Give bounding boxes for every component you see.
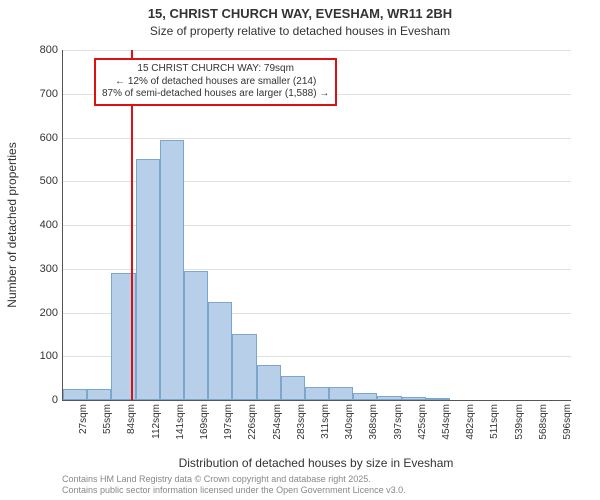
histogram-bar	[160, 140, 184, 400]
x-tick: 397sqm	[393, 404, 404, 440]
y-tick: 500	[36, 175, 58, 187]
histogram-bar	[208, 302, 232, 400]
histogram-bar	[353, 393, 377, 400]
annotation-line: 15 CHRIST CHURCH WAY: 79sqm	[102, 63, 329, 76]
histogram-bar	[87, 389, 111, 400]
annotation-line: ← 12% of detached houses are smaller (21…	[102, 76, 329, 89]
gridline	[63, 138, 571, 139]
x-tick: 511sqm	[489, 404, 500, 439]
y-axis-label: Number of detached properties	[5, 142, 19, 307]
gridline	[63, 50, 571, 51]
x-tick: 539sqm	[514, 404, 525, 440]
chart-footer: Contains HM Land Registry data © Crown c…	[62, 474, 406, 496]
x-tick: 311sqm	[320, 404, 331, 439]
x-tick: 197sqm	[223, 404, 234, 440]
x-tick: 425sqm	[417, 404, 428, 440]
annotation-line: 87% of semi-detached houses are larger (…	[102, 88, 329, 101]
annotation-box: 15 CHRIST CHURCH WAY: 79sqm ← 12% of det…	[94, 58, 337, 106]
histogram-bar	[63, 389, 87, 400]
footer-line: Contains HM Land Registry data © Crown c…	[62, 474, 406, 485]
y-tick: 800	[36, 44, 58, 56]
histogram-bar	[232, 334, 256, 400]
x-tick: 226sqm	[247, 404, 258, 440]
y-tick: 300	[36, 263, 58, 275]
chart-title: 15, CHRIST CHURCH WAY, EVESHAM, WR11 2BH	[0, 6, 600, 21]
y-tick: 600	[36, 132, 58, 144]
x-tick: 368sqm	[368, 404, 379, 440]
y-tick: 400	[36, 219, 58, 231]
y-tick: 0	[36, 394, 58, 406]
x-axis-label: Distribution of detached houses by size …	[62, 456, 570, 470]
x-tick: 283sqm	[296, 404, 307, 440]
histogram-bar	[377, 396, 401, 400]
x-tick: 141sqm	[175, 404, 186, 440]
x-tick: 169sqm	[199, 404, 210, 440]
histogram-bar	[329, 387, 353, 400]
chart-container: 15, CHRIST CHURCH WAY, EVESHAM, WR11 2BH…	[0, 0, 600, 500]
y-tick: 100	[36, 350, 58, 362]
histogram-bar	[136, 159, 160, 400]
x-tick: 454sqm	[441, 404, 452, 440]
x-tick: 482sqm	[465, 404, 476, 440]
x-tick: 254sqm	[272, 404, 283, 440]
x-tick: 55sqm	[102, 404, 113, 434]
histogram-bar	[281, 376, 305, 400]
x-tick: 340sqm	[344, 404, 355, 440]
x-tick: 84sqm	[126, 404, 137, 434]
histogram-bar	[305, 387, 329, 400]
x-tick: 27sqm	[78, 404, 89, 434]
histogram-bar	[426, 398, 450, 400]
x-tick: 112sqm	[151, 404, 162, 439]
histogram-bar	[402, 397, 426, 401]
y-tick: 200	[36, 307, 58, 319]
x-tick: 568sqm	[538, 404, 549, 440]
y-tick: 700	[36, 88, 58, 100]
chart-subtitle: Size of property relative to detached ho…	[0, 24, 600, 38]
histogram-bar	[257, 365, 281, 400]
footer-line: Contains public sector information licen…	[62, 485, 406, 496]
histogram-bar	[184, 271, 208, 400]
x-tick: 596sqm	[562, 404, 573, 440]
